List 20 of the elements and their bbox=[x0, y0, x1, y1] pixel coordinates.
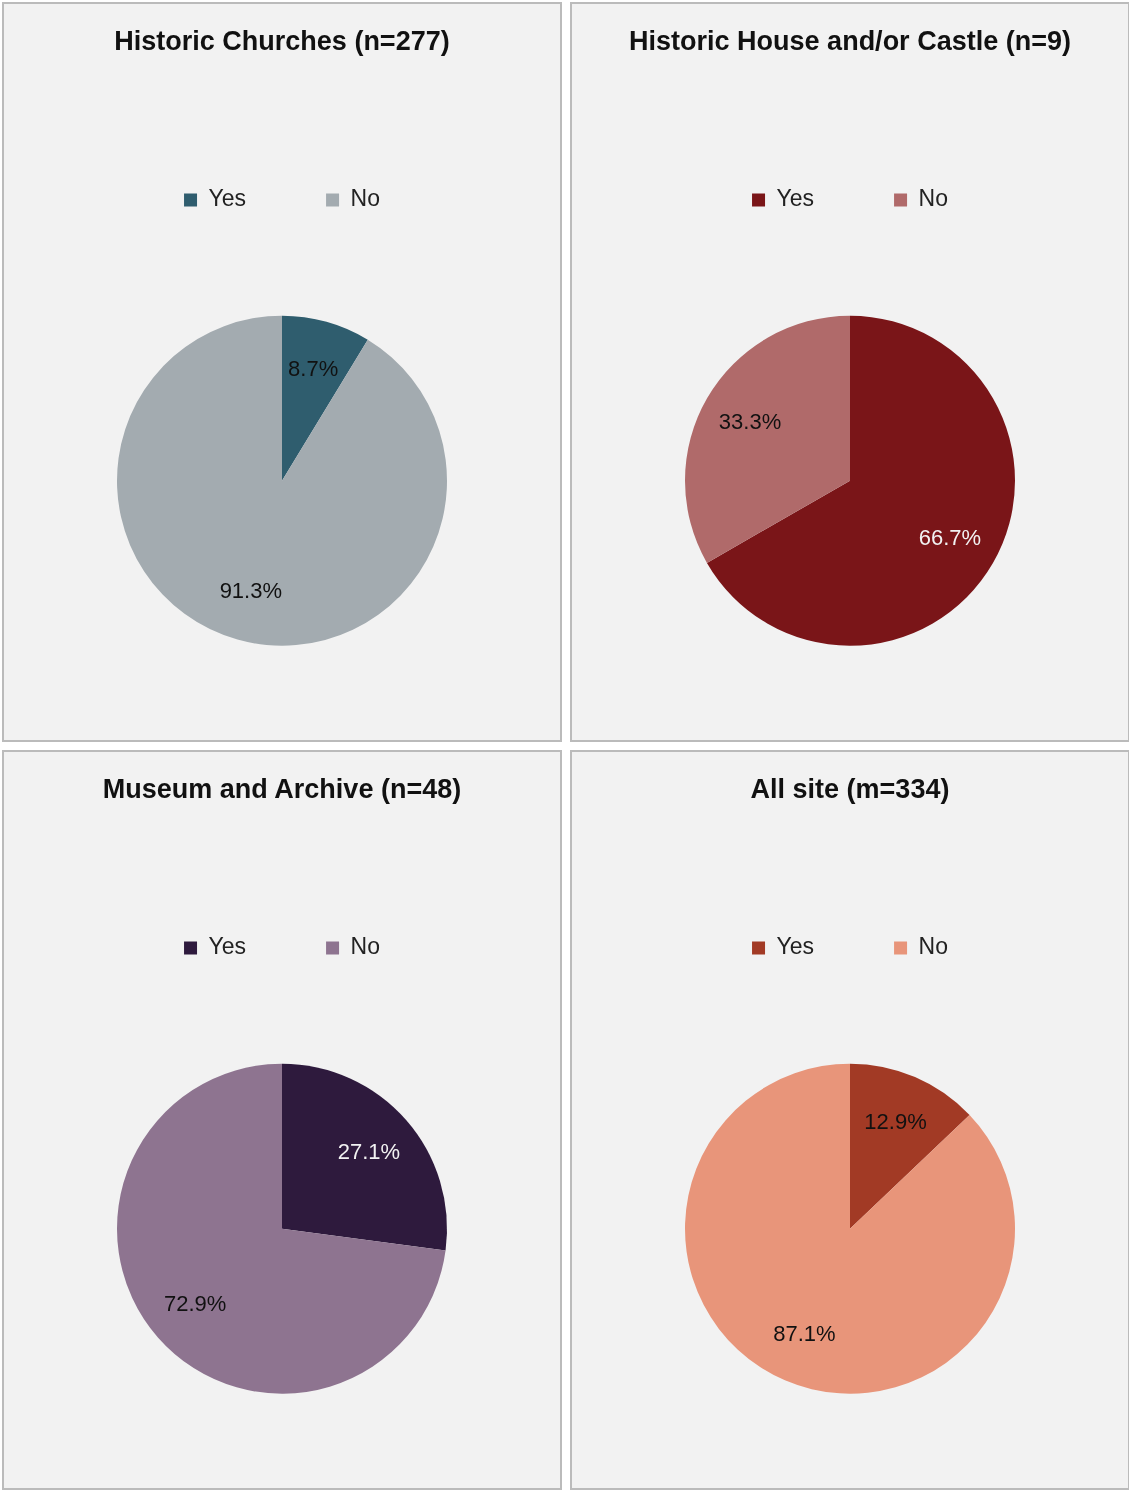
data-label: 66.7% bbox=[918, 524, 982, 550]
legend-label: No bbox=[350, 185, 380, 212]
legend-label: No bbox=[350, 933, 380, 960]
data-label: 8.7% bbox=[288, 355, 339, 381]
data-label: 33.3% bbox=[718, 408, 782, 434]
chart-title: Historic House and/or Castle (n=9) bbox=[629, 25, 1071, 56]
legend-label: No bbox=[918, 185, 948, 212]
data-label: 91.3% bbox=[219, 577, 283, 603]
legend-label: Yes bbox=[776, 185, 815, 212]
chart-title: All site (m=334) bbox=[750, 773, 950, 804]
data-label: 87.1% bbox=[773, 1320, 836, 1346]
chart-title: Museum and Archive (n=48) bbox=[102, 773, 462, 804]
data-label: 27.1% bbox=[337, 1138, 401, 1164]
legend-label: Yes bbox=[776, 933, 815, 960]
chart-title: Historic Churches (n=277) bbox=[114, 25, 450, 56]
data-label: 12.9% bbox=[864, 1108, 927, 1134]
legend-label: Yes bbox=[208, 185, 247, 212]
data-label: 72.9% bbox=[163, 1290, 227, 1316]
legend-label: Yes bbox=[208, 933, 247, 960]
legend-label: No bbox=[918, 933, 948, 960]
